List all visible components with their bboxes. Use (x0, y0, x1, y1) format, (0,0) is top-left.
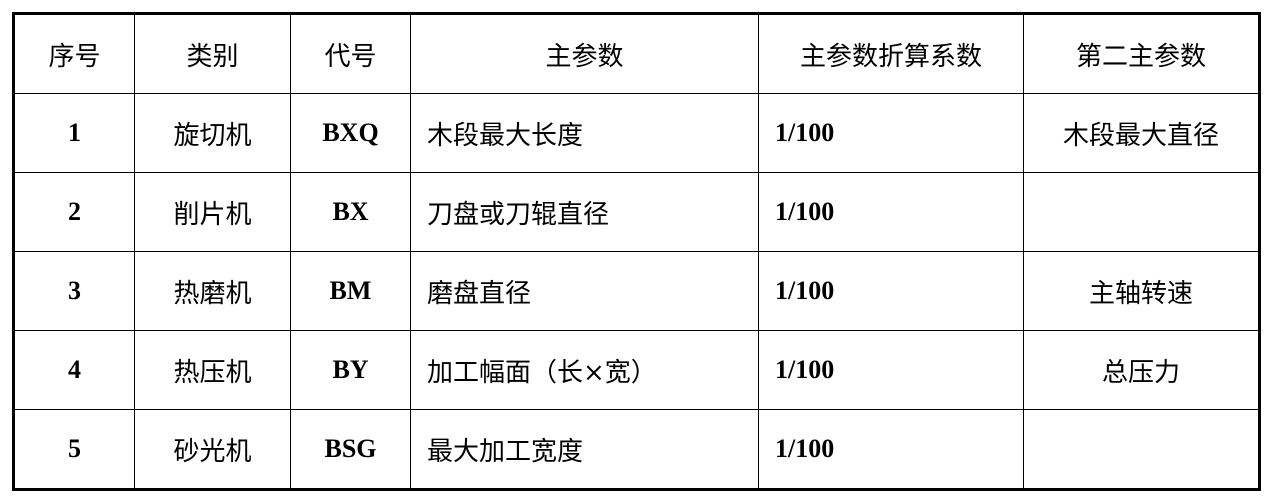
cell-category: 砂光机 (134, 409, 291, 490)
cell-code: BSG (290, 409, 411, 490)
cell-main-param: 最大加工宽度 (410, 409, 759, 490)
cell-main-param: 加工幅面（长×宽） (410, 330, 759, 410)
cell-code: BXQ (290, 93, 411, 173)
header-row: 序号 类别 代号 主参数 主参数折算系数 第二主参数 (13, 13, 1260, 94)
cell-no: 3 (13, 251, 135, 331)
cell-no: 4 (13, 330, 135, 410)
cell-category: 削片机 (134, 172, 291, 252)
cell-category: 旋切机 (134, 93, 291, 173)
cell-no: 1 (13, 93, 135, 173)
cell-second-param: 主轴转速 (1023, 251, 1260, 331)
header-main-param: 主参数 (410, 13, 759, 94)
cell-second-param (1023, 409, 1260, 490)
header-no: 序号 (13, 13, 135, 94)
cell-code: BY (290, 330, 411, 410)
table-row: 4 热压机 BY 加工幅面（长×宽） 1/100 总压力 (13, 330, 1260, 410)
table-row: 1 旋切机 BXQ 木段最大长度 1/100 木段最大直径 (13, 93, 1260, 173)
cell-main-param: 刀盘或刀辊直径 (410, 172, 759, 252)
table-row: 5 砂光机 BSG 最大加工宽度 1/100 (13, 409, 1260, 490)
cell-factor: 1/100 (758, 172, 1024, 252)
cell-code: BM (290, 251, 411, 331)
cell-factor: 1/100 (758, 330, 1024, 410)
cell-main-param: 木段最大长度 (410, 93, 759, 173)
cell-second-param: 总压力 (1023, 330, 1260, 410)
cell-no: 2 (13, 172, 135, 252)
cell-factor: 1/100 (758, 409, 1024, 490)
cell-main-param: 磨盘直径 (410, 251, 759, 331)
cell-category: 热压机 (134, 330, 291, 410)
header-second-param: 第二主参数 (1023, 13, 1260, 94)
cell-no: 5 (13, 409, 135, 490)
header-factor: 主参数折算系数 (758, 13, 1024, 94)
cell-category: 热磨机 (134, 251, 291, 331)
header-code: 代号 (290, 13, 411, 94)
cell-factor: 1/100 (758, 93, 1024, 173)
cell-second-param (1023, 172, 1260, 252)
header-category: 类别 (134, 13, 291, 94)
cell-factor: 1/100 (758, 251, 1024, 331)
parameter-table: 序号 类别 代号 主参数 主参数折算系数 第二主参数 1 旋切机 BXQ 木段最大长度… (12, 12, 1261, 491)
table-row: 3 热磨机 BM 磨盘直径 1/100 主轴转速 (13, 251, 1260, 331)
table-row: 2 削片机 BX 刀盘或刀辊直径 1/100 (13, 172, 1260, 252)
cell-code: BX (290, 172, 411, 252)
cell-second-param: 木段最大直径 (1023, 93, 1260, 173)
